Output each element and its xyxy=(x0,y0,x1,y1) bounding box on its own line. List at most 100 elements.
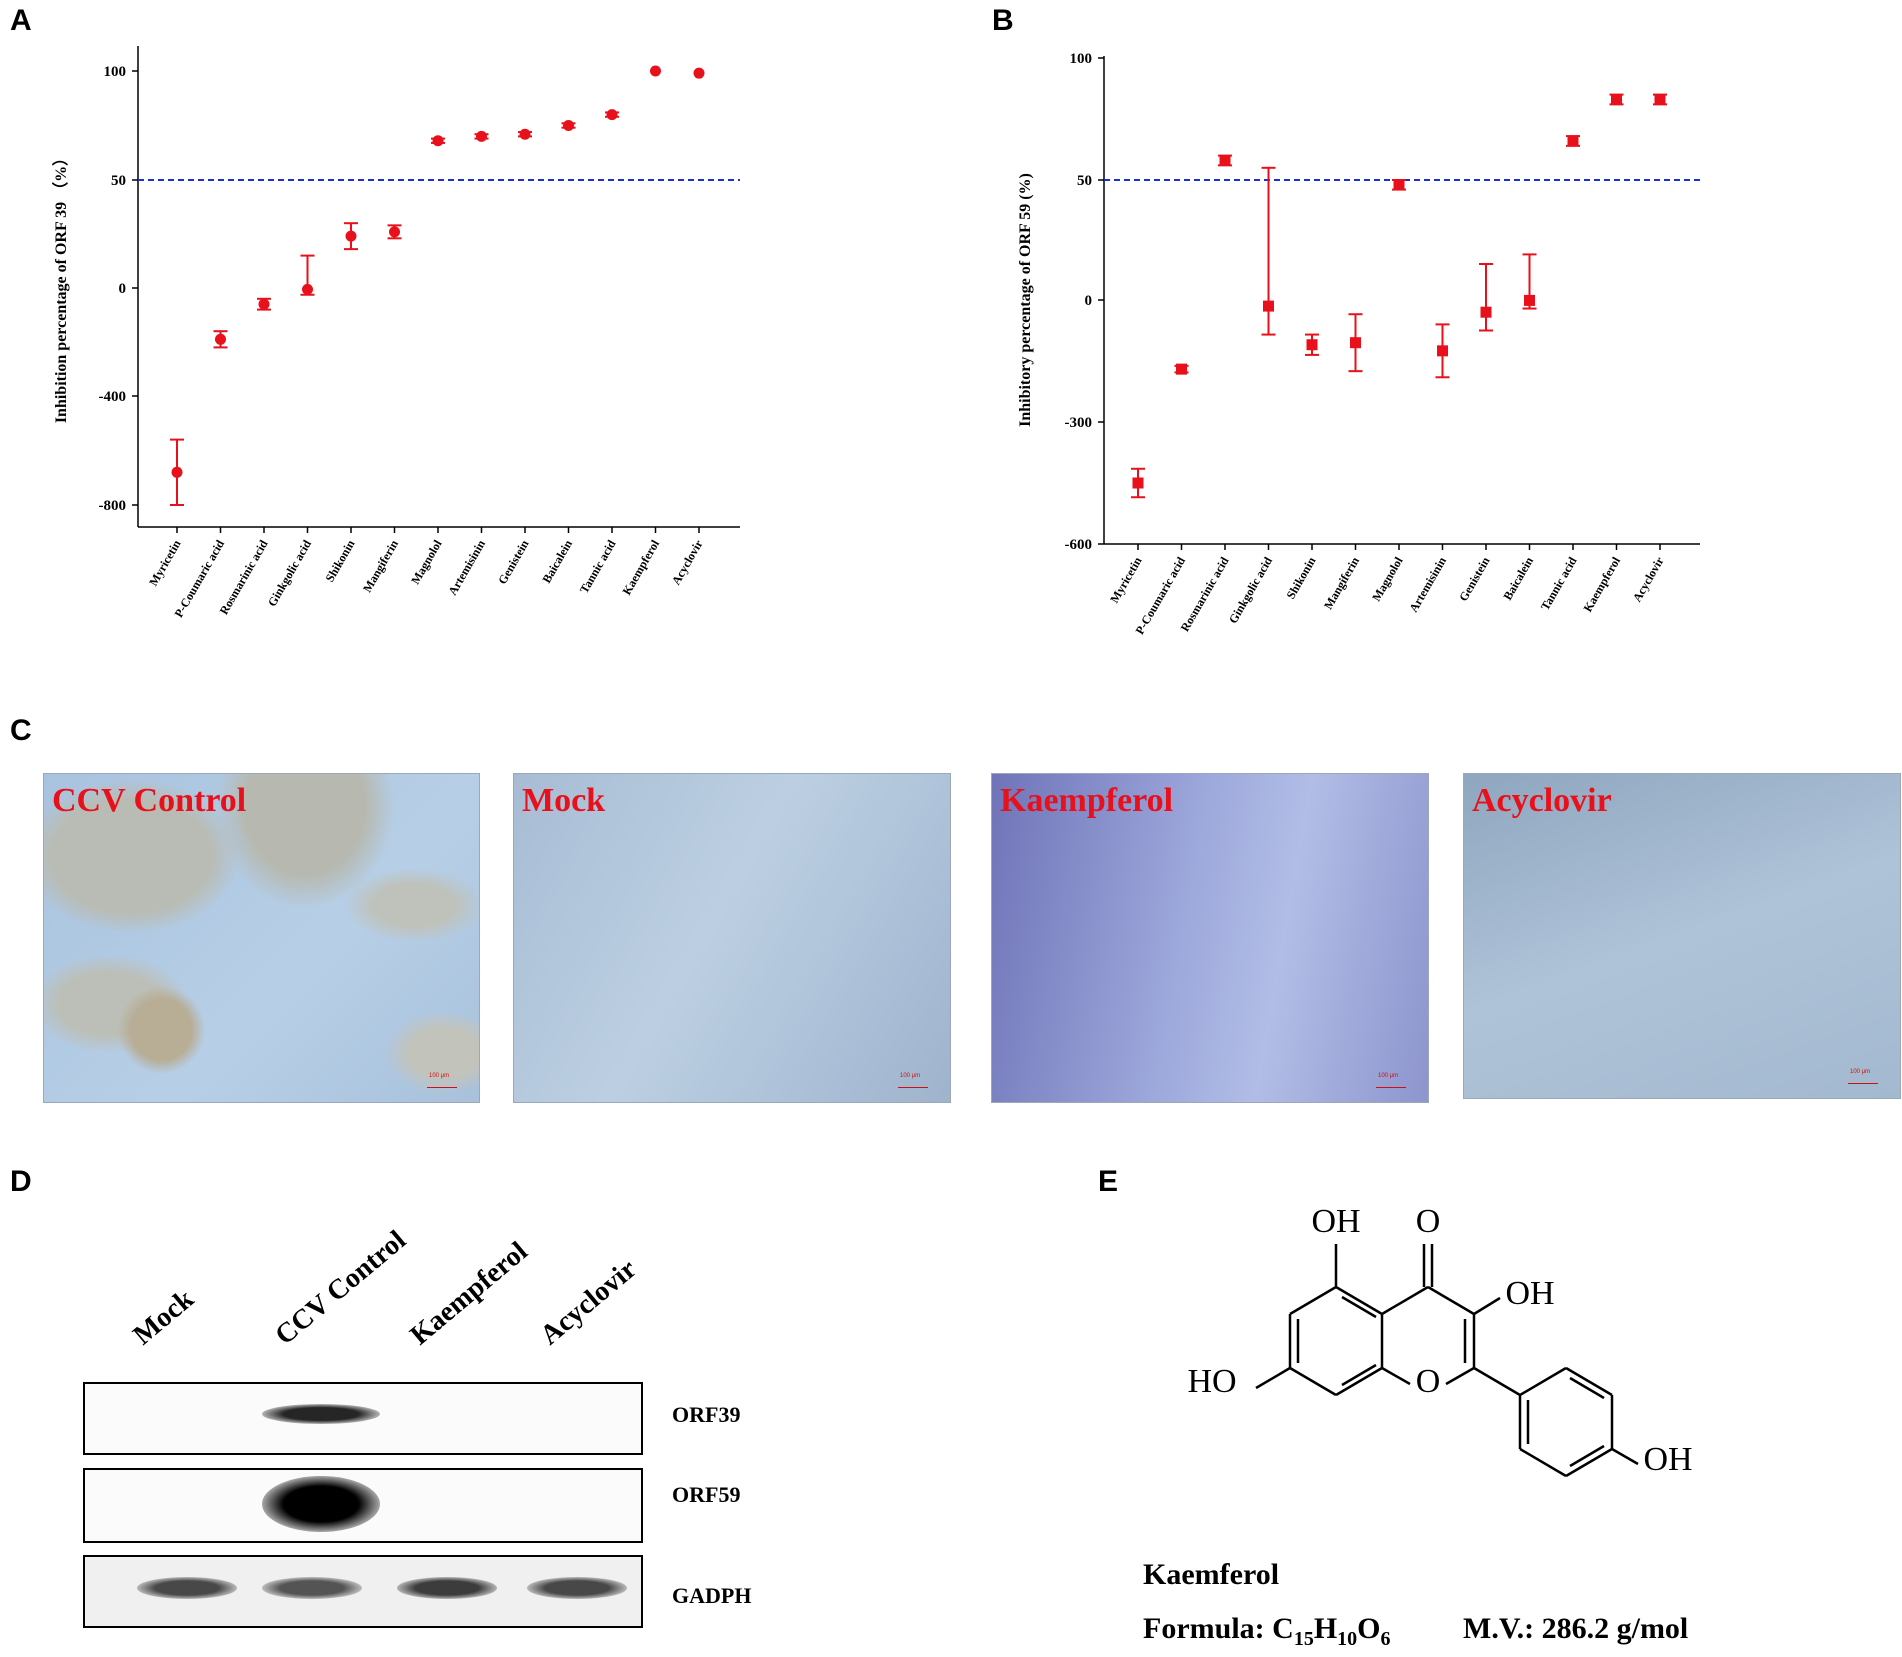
y-tick-label: 0 xyxy=(119,281,127,297)
data-point xyxy=(1350,337,1361,349)
x-tick-label: Artemisinin xyxy=(445,537,488,597)
data-point xyxy=(432,135,444,147)
data-point xyxy=(519,128,531,140)
micrograph-mock: Mock 100 μm xyxy=(513,773,951,1103)
x-tick-label: Baicalein xyxy=(1500,554,1536,602)
blot-label-orf39: ORF39 xyxy=(672,1402,741,1427)
micrograph-kaempferol: Kaempferol 100 μm xyxy=(991,773,1429,1103)
y-tick-label: 100 xyxy=(1070,51,1093,67)
data-point xyxy=(563,120,574,131)
data-point xyxy=(1654,93,1666,105)
lane-label-acyclovir: Acyclovir xyxy=(534,1253,643,1352)
scale-bar: 100 μm xyxy=(1848,1069,1878,1084)
x-tick-label: Genistein xyxy=(1456,554,1493,603)
x-tick-label: Myricetin xyxy=(1107,554,1145,605)
data-point xyxy=(650,65,661,77)
data-point xyxy=(1393,179,1405,191)
blot-band xyxy=(262,1404,380,1424)
x-tick-label: Magnolol xyxy=(1369,554,1406,604)
x-tick-label: Mangiferin xyxy=(1321,554,1362,612)
x-tick-label: Myricetin xyxy=(146,537,184,588)
data-point xyxy=(1176,363,1187,375)
x-tick-label: Baicalein xyxy=(539,537,575,585)
group-4p-oh: OH xyxy=(1643,1441,1692,1478)
data-point xyxy=(606,109,618,121)
lane-label-mock: Mock xyxy=(127,1283,200,1352)
y-tick-label: -400 xyxy=(99,389,127,405)
blot-strip-orf39 xyxy=(83,1382,643,1455)
x-tick-label: Ginkgolic acid xyxy=(1226,554,1275,626)
data-point xyxy=(389,226,400,238)
group-ring-oxygen: O xyxy=(1416,1363,1441,1400)
x-tick-label: Ginkgolic acid xyxy=(265,537,314,609)
y-tick-label: 0 xyxy=(1085,293,1093,309)
x-tick-label: Shikonin xyxy=(322,537,357,584)
panel-letter-b: B xyxy=(992,4,1014,37)
y-axis-label: Inhibitory percentage of ORF 59 (%) xyxy=(1017,173,1034,427)
data-point xyxy=(1132,477,1144,489)
blot-band xyxy=(397,1577,497,1599)
x-tick-label: Kaempferol xyxy=(1580,554,1623,614)
x-tick-label: Magnolol xyxy=(408,537,445,587)
chart-orf59: 100 50 0 -300 -600 Inhibitory percentage of O… xyxy=(1017,51,1700,637)
group-7-ho: HO xyxy=(1187,1363,1236,1400)
y-tick-label: 100 xyxy=(104,64,127,80)
micrograph-label: CCV Control xyxy=(52,782,247,819)
blot-label-orf59: ORF59 xyxy=(672,1482,741,1507)
micrograph-acyclovir: Acyclovir 100 μm xyxy=(1463,773,1901,1099)
x-tick-label: Rosmarinic acid xyxy=(217,537,271,617)
panel-letter-a: A xyxy=(10,4,32,37)
y-tick-label: -800 xyxy=(99,498,127,514)
x-tick-label: Kaempferol xyxy=(619,537,662,597)
x-tick-label: Genistein xyxy=(495,537,532,586)
lane-label-kaempferol: Kaempferol xyxy=(404,1235,534,1352)
panel-letter-e: E xyxy=(1098,1165,1119,1198)
blot-band xyxy=(262,1476,380,1532)
data-point xyxy=(1567,135,1579,147)
group-5-oh: OH xyxy=(1311,1203,1360,1240)
data-point xyxy=(1306,339,1318,351)
blot-strip-orf59 xyxy=(83,1468,643,1543)
data-point xyxy=(345,230,357,242)
micrograph-ccv-control: CCV Control 100 μm xyxy=(43,773,480,1103)
data-point xyxy=(1611,93,1622,105)
blot-label-gadph: GADPH xyxy=(672,1583,752,1608)
blot-band xyxy=(137,1577,237,1599)
compound-formula: Formula: C15H10O6 xyxy=(1143,1612,1391,1650)
y-axis-label: Inhibition percentage of ORF 39 （%） xyxy=(52,150,70,423)
y-tick-label: -600 xyxy=(1065,537,1093,553)
y-tick-label: -300 xyxy=(1065,415,1093,431)
micrograph-label: Kaempferol xyxy=(1000,782,1174,819)
chart-orf39: 100 50 0 -400 -800 Inhibition percentage of O… xyxy=(52,46,740,620)
x-tick-label: Mangiferin xyxy=(360,537,401,595)
scale-bar: 100 μm xyxy=(1376,1073,1406,1088)
x-tick-label: Acyclovir xyxy=(1630,554,1667,604)
data-point xyxy=(1437,345,1448,357)
blot-band xyxy=(527,1577,627,1599)
compound-name: Kaemferol xyxy=(1143,1558,1280,1591)
data-point xyxy=(476,130,487,142)
kaempferol-structure: OH O OH HO O OH xyxy=(1187,1203,1692,1478)
y-tick-label: 50 xyxy=(1077,173,1092,189)
data-point xyxy=(1219,154,1231,166)
data-point xyxy=(693,67,705,79)
data-point xyxy=(1480,306,1492,318)
data-point xyxy=(171,466,183,478)
micrograph-label: Acyclovir xyxy=(1472,782,1612,819)
data-point xyxy=(1524,294,1535,306)
x-tick-label: Artemisinin xyxy=(1406,554,1449,614)
data-point xyxy=(302,283,313,295)
data-point xyxy=(215,333,226,345)
group-4-carbonyl: O xyxy=(1416,1203,1441,1240)
scale-bar: 100 μm xyxy=(427,1073,457,1088)
scale-bar: 100 μm xyxy=(898,1073,928,1088)
compound-mass: M.V.: 286.2 g/mol xyxy=(1463,1612,1689,1645)
data-point xyxy=(1263,300,1274,312)
micrograph-label: Mock xyxy=(522,782,606,819)
lane-label-ccv-control: CCV Control xyxy=(269,1224,412,1352)
x-tick-label: Tannic acid xyxy=(1538,554,1580,613)
x-tick-label: Rosmarinic acid xyxy=(1178,554,1232,634)
y-tick-label: 50 xyxy=(111,173,126,189)
x-tick-label: Tannic acid xyxy=(577,537,619,596)
data-point xyxy=(258,298,270,310)
